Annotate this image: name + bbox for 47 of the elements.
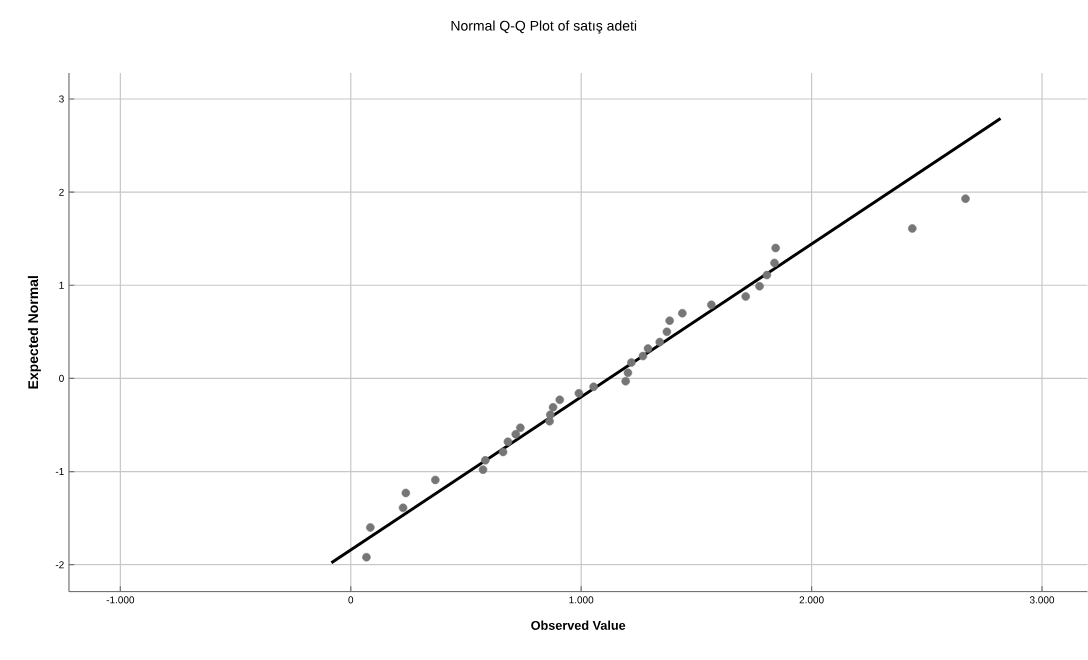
point [638,351,648,361]
x-tick-label: 1.000 [569,596,594,604]
point [511,430,521,439]
point [366,523,375,532]
x-axis-title: Observed Value [531,620,626,631]
point [662,327,672,337]
y-tick-label: 2 [59,188,64,196]
y-tick-label: -1 [55,468,64,476]
point [762,270,772,280]
point [431,475,440,485]
point [398,503,408,513]
point [548,403,558,412]
point [665,316,674,326]
point [401,488,411,498]
point [555,395,565,405]
point [755,282,764,291]
y-axis-title: Expected Normal [27,276,41,389]
point [707,300,716,310]
y-tick-label: 3 [59,95,64,103]
point [961,194,970,204]
point [627,358,636,368]
point [498,447,508,457]
y-tick-label: 0 [59,375,64,383]
y-tick-label: -2 [55,561,64,569]
point [908,224,917,233]
x-tick-label: -1.000 [106,596,135,604]
point [678,309,687,318]
point [589,382,598,392]
point [516,423,525,433]
point [621,377,630,386]
point [771,243,780,253]
point [623,368,633,378]
x-tick-label: 2.000 [799,596,824,604]
point [478,465,488,475]
x-tick-label: 0 [348,596,354,604]
point [741,292,750,301]
point [481,456,490,465]
point [770,258,779,268]
point [362,553,371,562]
point [503,437,513,447]
point [643,344,653,354]
point [574,389,584,398]
x-tick-label: 3.000 [1029,596,1055,604]
point [546,410,555,420]
chart-title: Normal Q-Q Plot of satış adeti [451,20,637,34]
point [655,338,665,347]
y-tick-label: 1 [59,282,64,289]
